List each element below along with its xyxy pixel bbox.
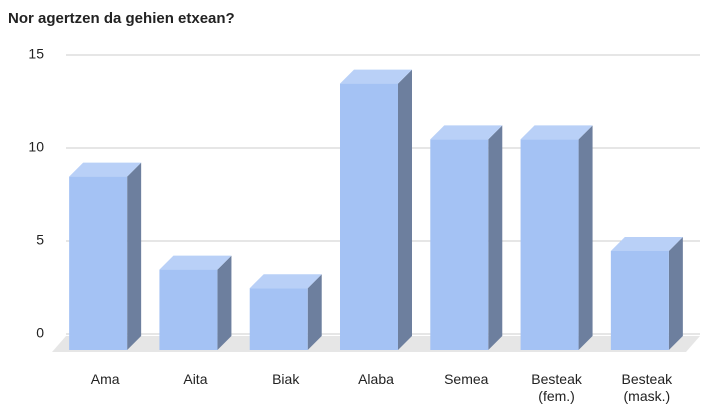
bar-front: [340, 83, 398, 350]
bar-front: [430, 139, 489, 350]
x-tick-label: Besteak (fem.): [531, 371, 582, 404]
x-tick-label: Ama: [90, 371, 120, 387]
bar-top: [610, 237, 683, 251]
bar-front: [249, 288, 308, 350]
bar-top: [340, 69, 412, 84]
x-tick-label: Aita: [183, 371, 208, 387]
x-tick-label: Semea: [444, 371, 489, 387]
bar-side: [578, 125, 593, 351]
bar-top: [69, 162, 142, 177]
bar: [249, 274, 322, 350]
x-tick-label: Alaba: [358, 371, 394, 387]
x-tick-label: Biak: [272, 371, 300, 387]
bar-side: [398, 69, 412, 350]
bar-side: [307, 274, 322, 350]
y-tick-label: 15: [28, 46, 44, 62]
y-tick-label: 0: [36, 325, 44, 341]
bar-top: [520, 125, 593, 140]
bar-side: [127, 162, 142, 350]
y-tick-label: 5: [36, 232, 44, 248]
bar-top: [249, 274, 322, 289]
x-tick-label: Besteak (mask.): [621, 371, 673, 404]
bar-side: [217, 255, 232, 350]
bar: [340, 69, 412, 350]
bar-front: [159, 269, 218, 350]
bar-front: [610, 251, 669, 350]
bar: [520, 125, 593, 351]
bar: [430, 125, 503, 351]
bar-top: [430, 125, 503, 140]
bar-side: [488, 125, 503, 351]
chart-title: Nor agertzen da gehien etxean?: [8, 10, 235, 27]
y-tick-label: 10: [28, 139, 44, 155]
bar: [159, 255, 232, 350]
bar-top: [159, 255, 232, 270]
bar-front: [520, 139, 579, 350]
bar: [69, 162, 142, 350]
bar-front: [69, 176, 128, 350]
bar-side: [668, 237, 683, 350]
bar: [610, 237, 683, 350]
